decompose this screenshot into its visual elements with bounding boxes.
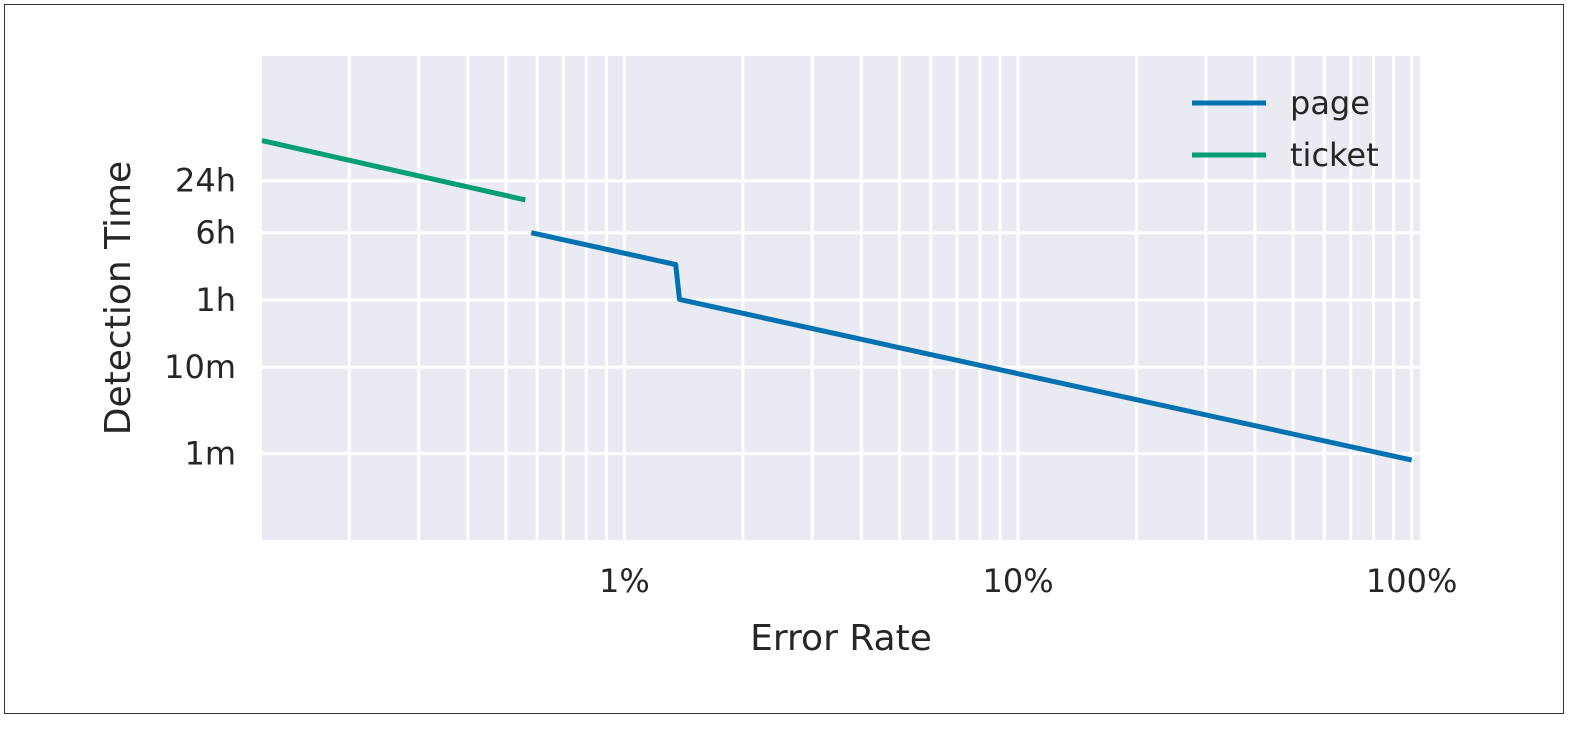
y-tick-labels: 1m 10m 1h 6h 24h xyxy=(164,162,236,473)
legend-label-page: page xyxy=(1290,84,1370,122)
y-tick-label: 1m xyxy=(184,435,236,473)
grid xyxy=(262,56,1420,540)
x-tick-label: 100% xyxy=(1366,562,1457,600)
x-tick-label: 1% xyxy=(599,562,650,600)
legend-label-ticket: ticket xyxy=(1290,136,1379,174)
x-tick-labels: 1% 10% 100% xyxy=(599,562,1457,600)
y-tick-label: 1h xyxy=(195,281,236,319)
x-tick-label: 10% xyxy=(982,562,1053,600)
y-tick-label: 10m xyxy=(164,348,236,386)
series-line-page xyxy=(530,230,1413,463)
plot-area xyxy=(262,56,1420,540)
x-axis-label: Error Rate xyxy=(750,618,932,659)
series-line-ticket xyxy=(261,138,526,203)
legend: page ticket xyxy=(1192,84,1379,174)
y-tick-label: 24h xyxy=(175,162,236,200)
y-axis-label: Detection Time xyxy=(98,161,139,435)
y-tick-label: 6h xyxy=(195,214,236,252)
series-lines xyxy=(261,138,1413,463)
